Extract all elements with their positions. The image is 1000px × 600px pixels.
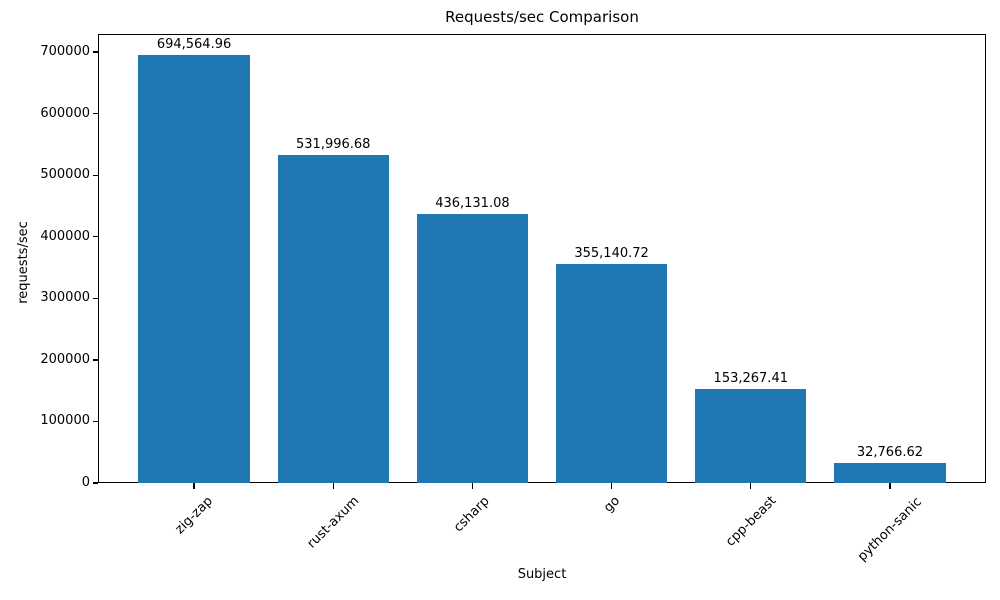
y-tick-label: 700000 bbox=[40, 44, 90, 60]
chart-title: Requests/sec Comparison bbox=[445, 8, 639, 26]
x-tick-label: cpp-beast bbox=[722, 493, 780, 551]
x-tick-label: rust-axum bbox=[304, 494, 362, 552]
y-tick-label: 400000 bbox=[40, 228, 90, 244]
plot-area bbox=[98, 34, 986, 483]
x-tick-mark bbox=[471, 483, 474, 489]
x-tick-label: zig-zap bbox=[172, 493, 216, 538]
x-tick-mark bbox=[193, 483, 195, 489]
y-tick-label: 200000 bbox=[40, 351, 90, 367]
x-axis-label: Subject bbox=[517, 567, 567, 582]
y-tick-label: 0 bbox=[81, 475, 90, 490]
x-tick-mark bbox=[610, 483, 613, 489]
x-tick-mark bbox=[332, 483, 334, 489]
y-tick-label: 500000 bbox=[40, 167, 90, 183]
y-tick-label: 300000 bbox=[40, 290, 90, 306]
x-tick-label: python-sanic bbox=[854, 494, 925, 564]
y-tick-label: 600000 bbox=[40, 105, 90, 121]
x-tick-label: go bbox=[600, 493, 623, 516]
y-axis-label: requests/sec bbox=[15, 220, 31, 304]
x-tick-mark bbox=[750, 483, 752, 489]
y-tick-label: 100000 bbox=[40, 413, 90, 429]
x-tick-label: csharp bbox=[451, 494, 494, 536]
x-tick-mark bbox=[889, 483, 891, 489]
